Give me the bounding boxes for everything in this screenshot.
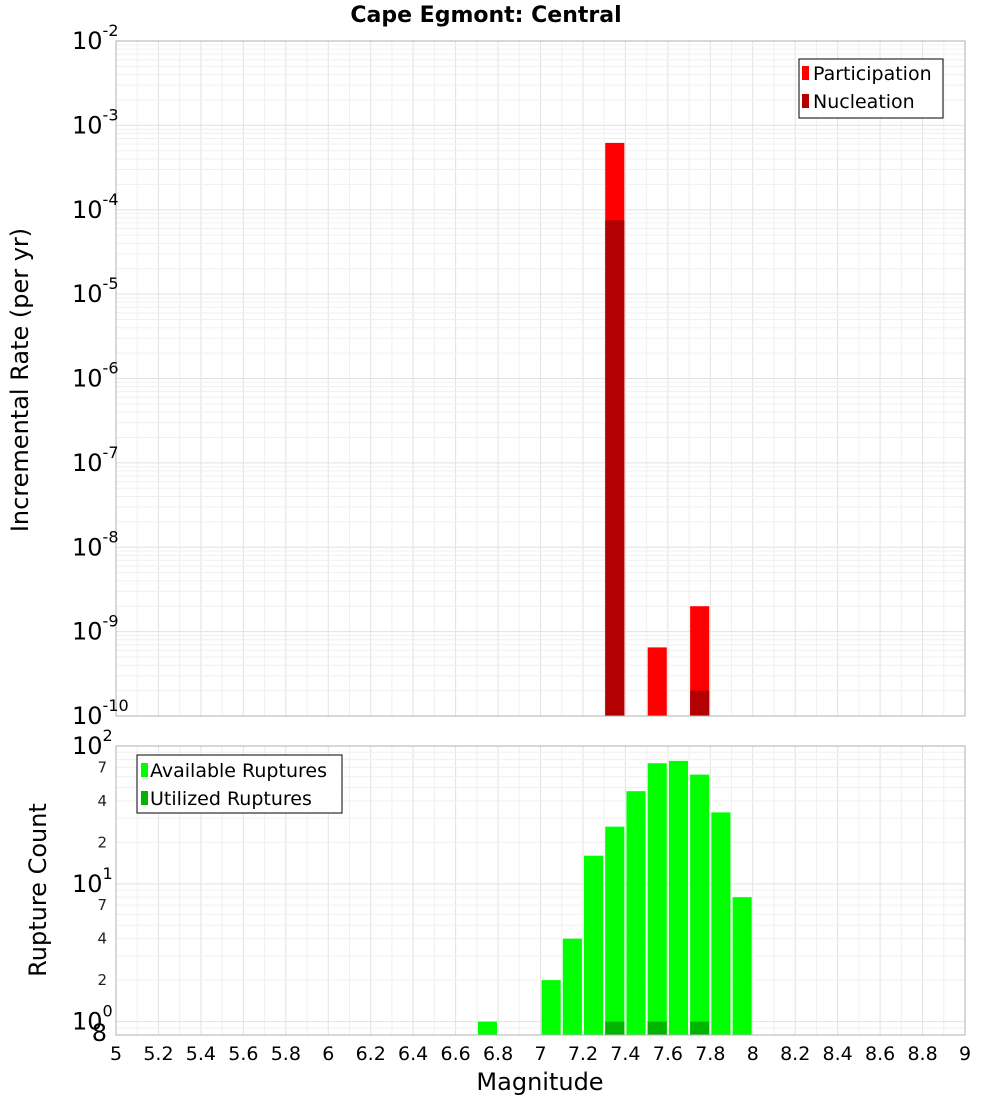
bottom-bar-available-ruptures [584, 855, 604, 1035]
bottom-bar-utilized-ruptures [647, 1021, 667, 1035]
legend-swatch-available [141, 763, 148, 777]
top-plot-frame [115, 40, 966, 717]
bottom-y-tick-label: 100 [72, 1002, 113, 1036]
bottom-y-minor-label: 8 [92, 1019, 107, 1047]
legend-swatch-participation [802, 66, 809, 80]
bottom-bar-available-ruptures [668, 760, 689, 1035]
x-tick-label: 7.6 [653, 1043, 683, 1065]
x-tick-label: 5.2 [143, 1043, 173, 1065]
legend-swatch-utilized [141, 791, 148, 805]
top-grid [115, 40, 966, 717]
legend-label-nucleation: Nucleation [813, 91, 915, 113]
legend-label-utilized: Utilized Ruptures [150, 788, 312, 810]
bottom-legend: Available Ruptures Utilized Ruptures [136, 754, 343, 814]
top-y-tick-label: 10-5 [72, 274, 119, 308]
x-tick-label: 8.2 [780, 1043, 810, 1065]
chart-title: Cape Egmont: Central [350, 3, 621, 28]
bottom-bars [477, 760, 752, 1035]
top-legend: Participation Nucleation [798, 58, 944, 119]
top-bar-nucleation [690, 690, 710, 716]
bottom-bar-utilized-ruptures [605, 1021, 625, 1035]
x-tick-label: 7.4 [610, 1043, 640, 1065]
x-tick-label: 8.6 [865, 1043, 895, 1065]
x-tick-label: 6 [322, 1043, 334, 1065]
bottom-bar-available-ruptures [647, 763, 667, 1035]
x-tick-label: 5.6 [228, 1043, 258, 1065]
top-y-tick-label: 10-3 [72, 105, 119, 139]
x-tick-label: 6.4 [398, 1043, 428, 1065]
bottom-plot: 100 101 102 8 2 4 7 2 4 7 5 5.2 5.4 5.6 5.8 6 6.2 6.4 6.6… [24, 726, 971, 1096]
top-y-tick-label: 10-8 [72, 527, 119, 561]
x-tick-label: 5.4 [186, 1043, 216, 1065]
x-ticks: 5 5.2 5.4 5.6 5.8 6 6.2 6.4 6.6 6.8 7 7.2 7.4 7.6 7.8 8… [110, 1043, 971, 1065]
x-tick-label: 6.6 [440, 1043, 470, 1065]
bottom-y-ticks: 100 101 102 8 2 4 7 2 4 7 [72, 726, 113, 1047]
x-axis-label: Magnitude [476, 1068, 603, 1096]
bottom-bar-available-ruptures [690, 774, 710, 1035]
bottom-y-tick-label: 102 [72, 726, 113, 760]
top-plot: 10-10 10-9 10-8 10-7 10-6 10-5 10-4 10-3 10-2 In… [6, 21, 966, 730]
top-y-tick-label: 10-4 [72, 190, 119, 224]
top-bars [605, 142, 710, 717]
bottom-bar-available-ruptures [477, 1021, 497, 1035]
x-tick-label: 8.4 [823, 1043, 853, 1065]
bottom-bar-available-ruptures [711, 812, 731, 1035]
x-tick-label: 6.2 [356, 1043, 386, 1065]
top-bar-participation [690, 606, 710, 716]
bottom-y-minor-label: 4 [97, 792, 107, 810]
x-tick-label: 8.8 [907, 1043, 937, 1065]
bottom-bar-available-ruptures [732, 897, 752, 1035]
bottom-bar-available-ruptures [605, 826, 625, 1035]
bottom-y-minor-label: 7 [97, 896, 107, 914]
top-y-tick-label: 10-10 [72, 696, 129, 730]
bottom-bar-available-ruptures [541, 980, 561, 1035]
top-bar-nucleation [605, 220, 625, 717]
x-tick-label: 8 [747, 1043, 759, 1065]
bottom-bar-available-ruptures [626, 791, 646, 1035]
x-tick-label: 6.8 [483, 1043, 513, 1065]
top-y-tick-label: 10-6 [72, 359, 119, 393]
top-legend-box [798, 58, 944, 119]
top-y-axis-label: Incremental Rate (per yr) [6, 228, 34, 532]
bottom-plot-frame [115, 745, 966, 1036]
top-y-ticks: 10-10 10-9 10-8 10-7 10-6 10-5 10-4 10-3 10-2 [72, 21, 129, 730]
bottom-y-tick-label: 101 [72, 864, 113, 898]
bottom-y-minor-label: 2 [97, 971, 107, 989]
top-y-tick-label: 10-9 [72, 612, 119, 646]
bottom-y-minor-label: 7 [97, 758, 107, 776]
top-bar-participation [647, 647, 667, 716]
x-tick-label: 7 [534, 1043, 546, 1065]
x-tick-label: 5.8 [271, 1043, 301, 1065]
legend-label-participation: Participation [813, 63, 932, 85]
x-tick-label: 5 [110, 1043, 122, 1065]
bottom-bar-utilized-ruptures [690, 1021, 710, 1035]
top-y-tick-label: 10-2 [72, 21, 119, 55]
bottom-y-minor-label: 2 [97, 833, 107, 851]
bottom-y-axis-label: Rupture Count [24, 803, 52, 977]
bottom-bar-available-ruptures [562, 938, 582, 1035]
legend-label-available: Available Ruptures [150, 760, 327, 782]
legend-swatch-nucleation [802, 94, 809, 108]
x-tick-label: 9 [959, 1043, 971, 1065]
x-tick-label: 7.8 [695, 1043, 725, 1065]
bottom-legend-box [136, 754, 343, 814]
top-y-tick-label: 10-7 [72, 443, 119, 477]
x-tick-label: 7.2 [568, 1043, 598, 1065]
bottom-y-minor-label: 4 [97, 930, 107, 948]
